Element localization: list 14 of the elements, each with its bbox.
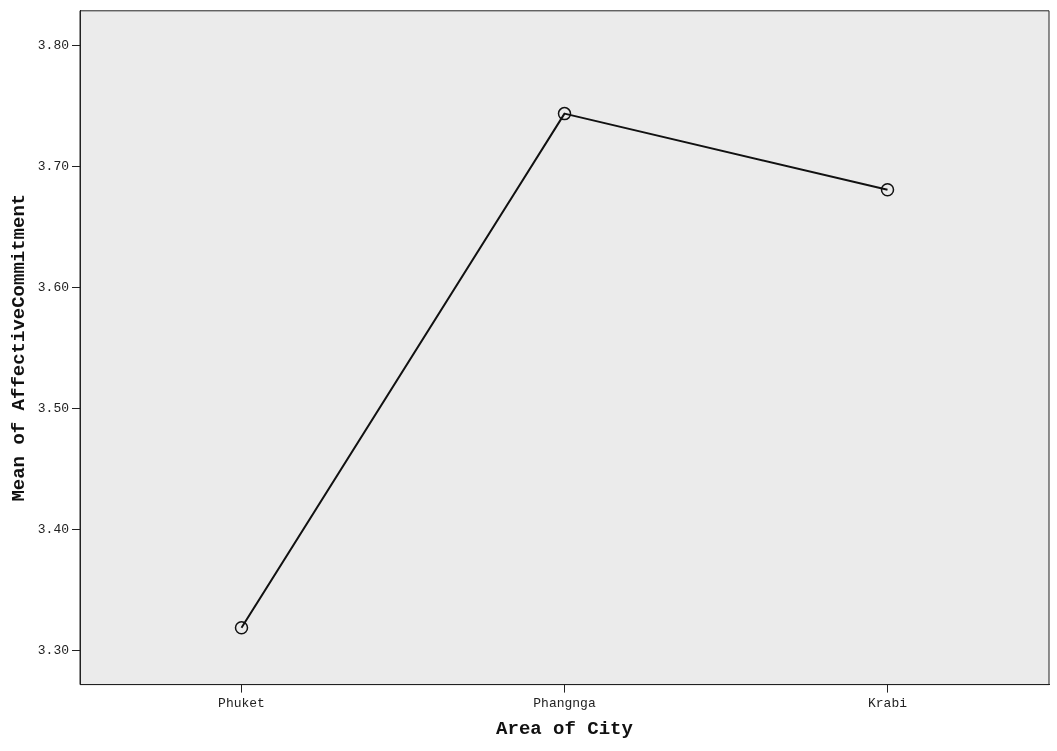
x-tick-label: Phuket xyxy=(218,695,265,711)
x-tick-label: Krabi xyxy=(867,695,908,711)
point xyxy=(557,106,572,121)
point xyxy=(880,183,895,197)
point xyxy=(234,620,249,635)
x-axis-title: Area of City xyxy=(496,718,634,741)
y-tick-label: 3.50 xyxy=(37,401,70,417)
y-tick-label: 3.30 xyxy=(37,643,70,659)
y-tick-label: 3.80 xyxy=(37,38,70,54)
x-tick-label: Phangnga xyxy=(533,695,596,711)
y-axis-title: Mean of AffectiveCommitment xyxy=(8,193,31,502)
y-tick-label: 3.70 xyxy=(37,159,70,175)
y-tick-label: 3.60 xyxy=(37,280,70,296)
y-tick-label: 3.40 xyxy=(37,522,70,538)
